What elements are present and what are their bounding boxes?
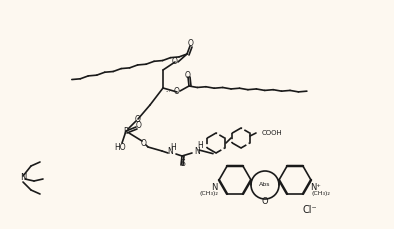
Text: O: O	[174, 87, 180, 96]
Text: S: S	[180, 160, 185, 169]
Text: O: O	[136, 122, 142, 131]
Text: HO: HO	[114, 142, 126, 152]
Text: Abs: Abs	[259, 183, 271, 188]
Text: (CH₃)₂: (CH₃)₂	[200, 191, 218, 196]
Text: O: O	[172, 57, 178, 66]
Text: H: H	[170, 142, 176, 152]
Text: N: N	[194, 147, 200, 155]
Text: O: O	[262, 197, 268, 207]
Text: O: O	[188, 39, 194, 49]
Text: ...: ...	[165, 87, 170, 93]
Text: O: O	[135, 114, 141, 123]
Text: H: H	[197, 142, 203, 150]
Text: Cl⁻: Cl⁻	[303, 205, 317, 215]
Text: N: N	[211, 183, 217, 193]
Text: N: N	[167, 147, 173, 156]
Text: O: O	[185, 71, 191, 79]
Text: N: N	[20, 174, 26, 183]
Text: N⁺: N⁺	[310, 183, 322, 193]
Text: COOH: COOH	[262, 130, 283, 136]
Text: (CH₃)₂: (CH₃)₂	[312, 191, 331, 196]
Text: O: O	[141, 139, 147, 147]
Text: P: P	[124, 126, 128, 136]
